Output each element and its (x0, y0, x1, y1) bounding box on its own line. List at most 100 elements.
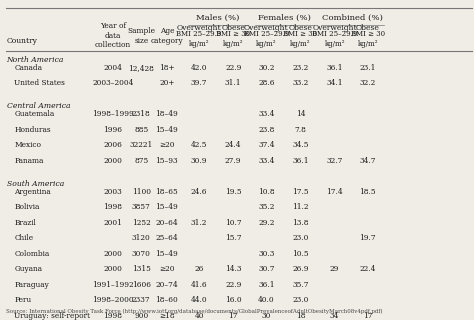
Text: 1998: 1998 (103, 312, 122, 320)
Text: 15–49: 15–49 (155, 126, 178, 134)
Text: Colombia: Colombia (14, 250, 49, 258)
Text: 3070: 3070 (132, 250, 151, 258)
Text: 2318: 2318 (132, 110, 151, 118)
Text: 30.2: 30.2 (258, 64, 274, 72)
Text: 22.4: 22.4 (360, 265, 376, 273)
Text: 30.9: 30.9 (191, 157, 207, 165)
Text: Bolivia: Bolivia (14, 204, 40, 211)
Text: 2003–2004: 2003–2004 (92, 79, 134, 87)
Text: 30: 30 (262, 312, 271, 320)
Text: 3857: 3857 (132, 204, 151, 211)
Text: 17.4: 17.4 (326, 188, 343, 196)
Text: 10.5: 10.5 (292, 250, 309, 258)
Text: 29: 29 (330, 265, 339, 273)
Text: 1991–1992: 1991–1992 (92, 281, 134, 289)
Text: Combined (%): Combined (%) (322, 13, 383, 22)
Text: Obese: Obese (356, 24, 380, 32)
Text: Brazil: Brazil (14, 219, 36, 227)
Text: 28.6: 28.6 (258, 79, 274, 87)
Text: Guatemala: Guatemala (14, 110, 55, 118)
Text: 30.7: 30.7 (258, 265, 274, 273)
Text: BMI ≥ 30
kg/m²: BMI ≥ 30 kg/m² (216, 30, 250, 48)
Text: 33.4: 33.4 (258, 110, 274, 118)
Text: 7.8: 7.8 (294, 126, 307, 134)
Text: Uruguay: self-report: Uruguay: self-report (14, 312, 90, 320)
Text: 2000: 2000 (103, 265, 122, 273)
Text: 2006: 2006 (103, 141, 122, 149)
Text: 39.7: 39.7 (191, 79, 207, 87)
Text: 32.2: 32.2 (360, 79, 376, 87)
Text: 1998: 1998 (103, 204, 122, 211)
Text: 20–64: 20–64 (155, 219, 178, 227)
Text: 41.6: 41.6 (191, 281, 208, 289)
Text: Obese: Obese (221, 24, 245, 32)
Text: ≥20: ≥20 (159, 141, 174, 149)
Text: 27.9: 27.9 (225, 157, 241, 165)
Text: 17: 17 (363, 312, 373, 320)
Text: 18: 18 (296, 312, 305, 320)
Text: Canada: Canada (14, 64, 42, 72)
Text: 20–74: 20–74 (155, 281, 178, 289)
Text: Argentina: Argentina (14, 188, 51, 196)
Text: 23.0: 23.0 (292, 234, 309, 243)
Text: 36.1: 36.1 (327, 64, 343, 72)
Text: BMI ≥ 30
kg/m²: BMI ≥ 30 kg/m² (351, 30, 385, 48)
Text: 42.0: 42.0 (191, 64, 207, 72)
Text: 16.0: 16.0 (225, 296, 242, 304)
Text: 15–49: 15–49 (155, 250, 178, 258)
Text: 31.1: 31.1 (225, 79, 241, 87)
Text: 32.7: 32.7 (327, 157, 343, 165)
Text: 1252: 1252 (132, 219, 151, 227)
Text: 37.4: 37.4 (258, 141, 274, 149)
Text: 3120: 3120 (132, 234, 151, 243)
Text: 2000: 2000 (103, 250, 122, 258)
Text: 15–49: 15–49 (155, 204, 178, 211)
Text: 1996: 1996 (103, 126, 122, 134)
Text: ≥18: ≥18 (159, 312, 174, 320)
Text: BMI 25–29.9
kg/m²: BMI 25–29.9 kg/m² (244, 30, 289, 48)
Text: 35.7: 35.7 (292, 281, 309, 289)
Text: 40: 40 (194, 312, 204, 320)
Text: 22.9: 22.9 (225, 281, 241, 289)
Text: Females (%): Females (%) (258, 13, 311, 22)
Text: 36.1: 36.1 (292, 157, 309, 165)
Text: Honduras: Honduras (14, 126, 51, 134)
Text: 2001: 2001 (103, 219, 122, 227)
Text: 18–65: 18–65 (155, 188, 178, 196)
Text: 34.5: 34.5 (292, 141, 309, 149)
Text: 17.5: 17.5 (292, 188, 309, 196)
Text: 875: 875 (134, 157, 148, 165)
Text: Chile: Chile (14, 234, 33, 243)
Text: 33.2: 33.2 (292, 79, 309, 87)
Text: Age
category: Age category (151, 27, 183, 44)
Text: Obese: Obese (289, 24, 312, 32)
Text: 19.7: 19.7 (359, 234, 376, 243)
Text: Males (%): Males (%) (196, 13, 240, 22)
Text: Overweight: Overweight (177, 24, 221, 32)
Text: 1606: 1606 (132, 281, 151, 289)
Text: 18–49: 18–49 (155, 110, 178, 118)
Text: BMI ≥ 30
kg/m²: BMI ≥ 30 kg/m² (283, 30, 318, 48)
Text: 20+: 20+ (159, 79, 174, 87)
Text: BMI 25–29.9
kg/m²: BMI 25–29.9 kg/m² (176, 30, 222, 48)
Text: 1315: 1315 (132, 265, 151, 273)
Text: 19.5: 19.5 (225, 188, 242, 196)
Text: 10.7: 10.7 (225, 219, 242, 227)
Text: Paraguay: Paraguay (14, 281, 49, 289)
Text: 24.6: 24.6 (191, 188, 207, 196)
Text: 900: 900 (134, 312, 148, 320)
Text: 1100: 1100 (132, 188, 151, 196)
Text: Year of
data
collection: Year of data collection (95, 22, 131, 49)
Text: Mexico: Mexico (14, 141, 41, 149)
Text: 13.8: 13.8 (292, 219, 309, 227)
Text: 12,428: 12,428 (128, 64, 154, 72)
Text: 30.3: 30.3 (258, 250, 274, 258)
Text: 18.5: 18.5 (359, 188, 376, 196)
Text: 34: 34 (330, 312, 339, 320)
Text: 31.2: 31.2 (191, 219, 207, 227)
Text: 23.1: 23.1 (360, 64, 376, 72)
Text: Overweight: Overweight (244, 24, 289, 32)
Text: 23.0: 23.0 (292, 296, 309, 304)
Text: 29.2: 29.2 (258, 219, 274, 227)
Text: 1998–1999: 1998–1999 (92, 110, 134, 118)
